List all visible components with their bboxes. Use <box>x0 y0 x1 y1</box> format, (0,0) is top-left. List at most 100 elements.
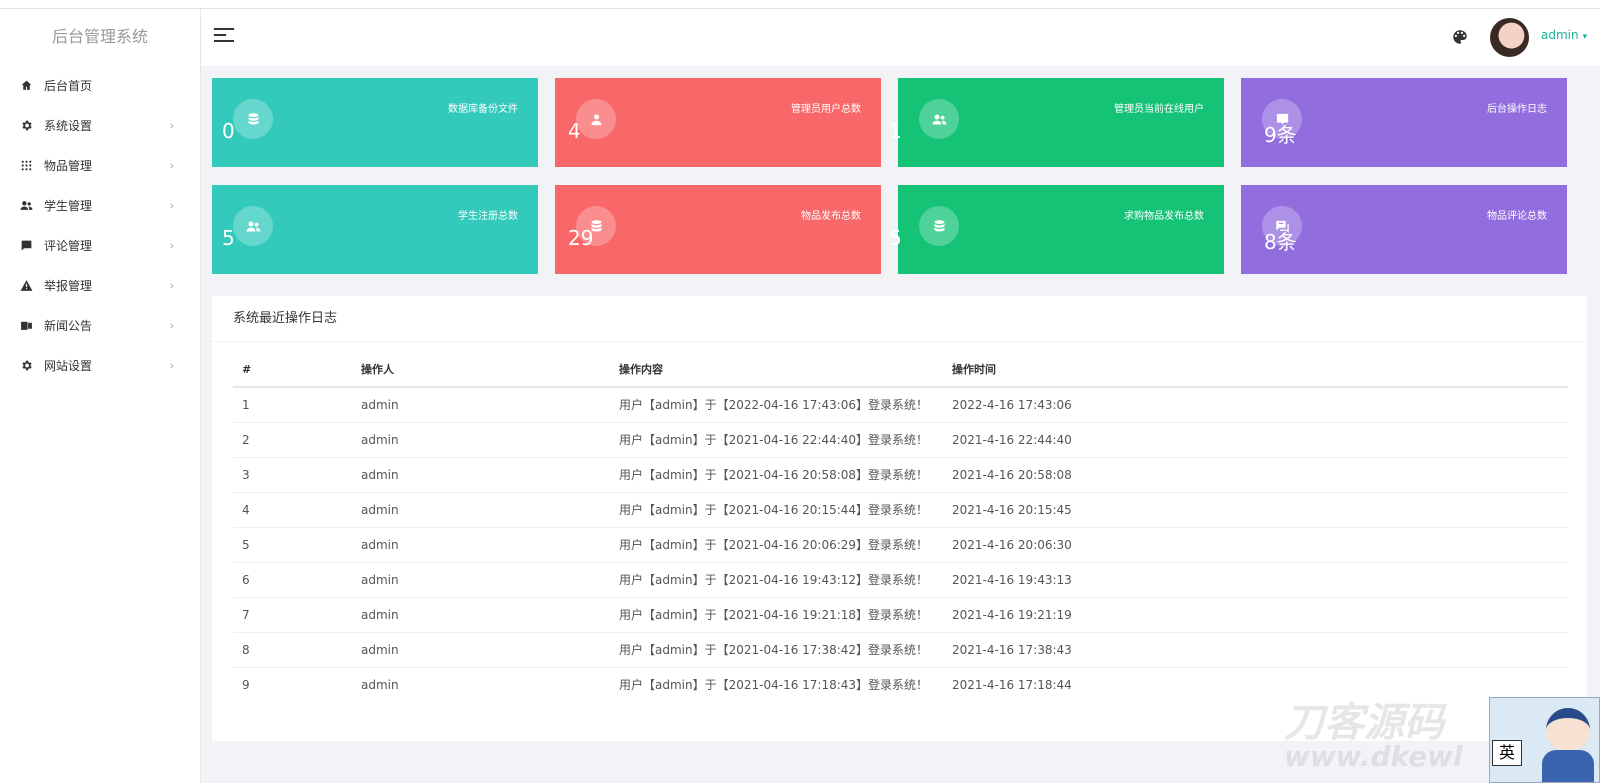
table-cell: 用户【admin】于【2021-04-16 17:18:43】登录系统！ <box>619 678 929 693</box>
card-title: 管理员用户总数 <box>791 104 861 115</box>
column-header: # <box>233 352 352 388</box>
card-icon-circle <box>1262 99 1302 139</box>
stat-card: 物品评论总数 8条 <box>1241 185 1567 274</box>
warning-icon <box>18 277 34 293</box>
mascot-head <box>1546 708 1590 752</box>
stat-card: 数据库备份文件 0 <box>212 78 538 167</box>
sidebar-item-2[interactable]: 系统设置 › <box>0 105 200 145</box>
card-value: 9条 <box>1264 123 1297 147</box>
database-icon <box>248 112 258 124</box>
table-cell: admin <box>352 457 610 493</box>
table-row: 2 admin 用户【admin】于【2021-04-16 22:44:40】登录系… <box>233 422 1568 458</box>
table-cell: 用户【admin】于【2021-04-16 22:44:40】登录系统！ <box>610 422 943 458</box>
watermark-logo-text: 刀客源码 <box>1284 700 1444 746</box>
table-cell: 2021-4-16 20:15:45 <box>943 492 1568 528</box>
sidebar-item-5[interactable]: 评论管理 › <box>0 225 200 265</box>
table-cell: 用户【admin】于【2021-04-16 17:38:42】登录系统！ <box>610 632 943 668</box>
card-value: 29 <box>568 226 594 250</box>
column-header: 操作内容 <box>610 352 943 388</box>
grid-icon <box>18 157 34 173</box>
users-icon <box>18 197 34 213</box>
chevron-right-icon: › <box>169 318 174 332</box>
table-cell: 2021-4-16 20:06:30 <box>943 527 1568 563</box>
table-row: 3 admin 用户【admin】于【2021-04-16 20:58:08】登录系… <box>233 457 1568 493</box>
sidebar-item-3[interactable]: 物品管理 › <box>0 145 200 185</box>
card-icon-circle <box>1262 206 1302 246</box>
table-cell: admin <box>352 422 610 458</box>
chevron-right-icon: › <box>169 238 174 252</box>
sidebar-item-1[interactable]: 后台首页 <box>0 65 200 105</box>
avatar[interactable] <box>1490 18 1529 57</box>
watermark-url-text: www.dkewl <box>1284 740 1463 773</box>
table-cell: admin <box>352 632 610 668</box>
sidebar-item-8[interactable]: 网站设置 › <box>0 345 200 385</box>
table-cell: admin <box>352 387 610 423</box>
user-icon <box>591 114 601 125</box>
stat-card: 管理员用户总数 4 <box>555 78 881 167</box>
table-body: 1 admin 用户【admin】于【2022-04-16 17:43:06】登录系… <box>233 387 1568 702</box>
card-value: 5 <box>889 226 902 250</box>
chevron-right-icon: › <box>169 278 174 292</box>
stat-card: 后台操作日志 9条 <box>1241 78 1567 167</box>
table-cell: 2022-4-16 17:43:06 <box>943 387 1568 423</box>
palette-icon[interactable] <box>1451 28 1469 46</box>
ime-mascot-widget[interactable]: 英 <box>1489 697 1600 783</box>
database-icon <box>591 219 601 231</box>
sidebar-item-label: 后台首页 <box>44 78 93 93</box>
sidebar-item-label: 举报管理 <box>44 278 93 293</box>
comment-icon <box>18 237 34 253</box>
table-cell: admin <box>352 562 610 598</box>
sidebar: 后台管理系统 后台首页 系统设置 › 物品管理 › 学生管理 › 评论管理 › 举报管理 › 新闻公告… <box>0 9 201 783</box>
stat-card: 物品发布总数 29 <box>555 185 881 274</box>
table-cell: 用户【admin】于【2022-04-16 17:43:06】登录系统！ <box>610 387 943 423</box>
chevron-right-icon: › <box>169 158 174 172</box>
card-icon-circle <box>233 206 273 246</box>
user-menu[interactable]: admin ▾ <box>1541 28 1587 42</box>
table-cell: 8 <box>233 632 352 668</box>
table-cell: 用户【admin】于【2021-04-16 20:06:29】登录系统！ <box>610 527 943 563</box>
sidebar-item-4[interactable]: 学生管理 › <box>0 185 200 225</box>
column-header: 操作人 <box>352 352 610 388</box>
table-row: 5 admin 用户【admin】于【2021-04-16 20:06:29】登录系… <box>233 527 1568 563</box>
table-cell: 5 <box>233 527 352 563</box>
sidebar-item-7[interactable]: 新闻公告 › <box>0 305 200 345</box>
table-row: 4 admin 用户【admin】于【2021-04-16 20:15:44】登录系… <box>233 492 1568 528</box>
table-row: 7 admin 用户【admin】于【2021-04-16 19:21:18】登录系… <box>233 597 1568 633</box>
stat-card: 求购物品发布总数 5 <box>889 185 1224 274</box>
card-value: 0 <box>222 119 235 143</box>
card-icon-circle <box>576 99 616 139</box>
card-icon-circle <box>576 206 616 246</box>
table-cell: 2021-4-16 19:43:13 <box>943 562 1568 598</box>
card-value: 4 <box>568 119 581 143</box>
chevron-down-icon: ▾ <box>1582 32 1588 42</box>
operation-log-panel: 系统最近操作日志 # 操作人 操作内容 操作时间 1 admin 用户【admin】于【2… <box>212 296 1587 741</box>
sidebar-item-label: 学生管理 <box>44 198 93 213</box>
table-row: 6 admin 用户【admin】于【2021-04-16 19:43:12】登录系… <box>233 562 1568 598</box>
table-cell: 4 <box>233 492 352 528</box>
sidebar-item-6[interactable]: 举报管理 › <box>0 265 200 305</box>
stat-card: 学生注册总数 5 <box>212 185 538 274</box>
ime-language-indicator[interactable]: 英 <box>1492 740 1522 766</box>
table-cell: 用户【admin】于【2021-04-16 19:43:12】登录系统！ <box>610 562 943 598</box>
table-cell: 2021-4-16 19:21:19 <box>943 597 1568 633</box>
column-header: 操作时间 <box>943 352 1568 388</box>
card-value: 5 <box>222 226 235 250</box>
table-cell: 6 <box>233 562 352 598</box>
table-cell: admin <box>352 492 610 528</box>
card-title: 物品评论总数 <box>1487 211 1547 222</box>
gear-icon <box>18 357 34 373</box>
gear-icon <box>18 117 34 133</box>
card-title: 学生注册总数 <box>458 211 518 222</box>
log-icon <box>1276 113 1288 124</box>
card-icon-circle <box>919 206 959 246</box>
database-icon <box>934 219 944 231</box>
table-cell: 用户【admin】于【2021-04-16 19:21:18】登录系统！ <box>610 597 943 633</box>
table-cell: 2021-4-16 17:18:44 <box>952 677 1072 692</box>
card-title: 数据库备份文件 <box>448 104 518 115</box>
sidebar-item-label: 新闻公告 <box>44 318 93 333</box>
menu-icon[interactable] <box>214 28 234 46</box>
chevron-right-icon: › <box>169 118 174 132</box>
card-title: 物品发布总数 <box>801 211 861 222</box>
table-cell: 9 <box>242 677 250 692</box>
table-cell: 用户【admin】于【2021-04-16 20:15:44】登录系统！ <box>610 492 943 528</box>
